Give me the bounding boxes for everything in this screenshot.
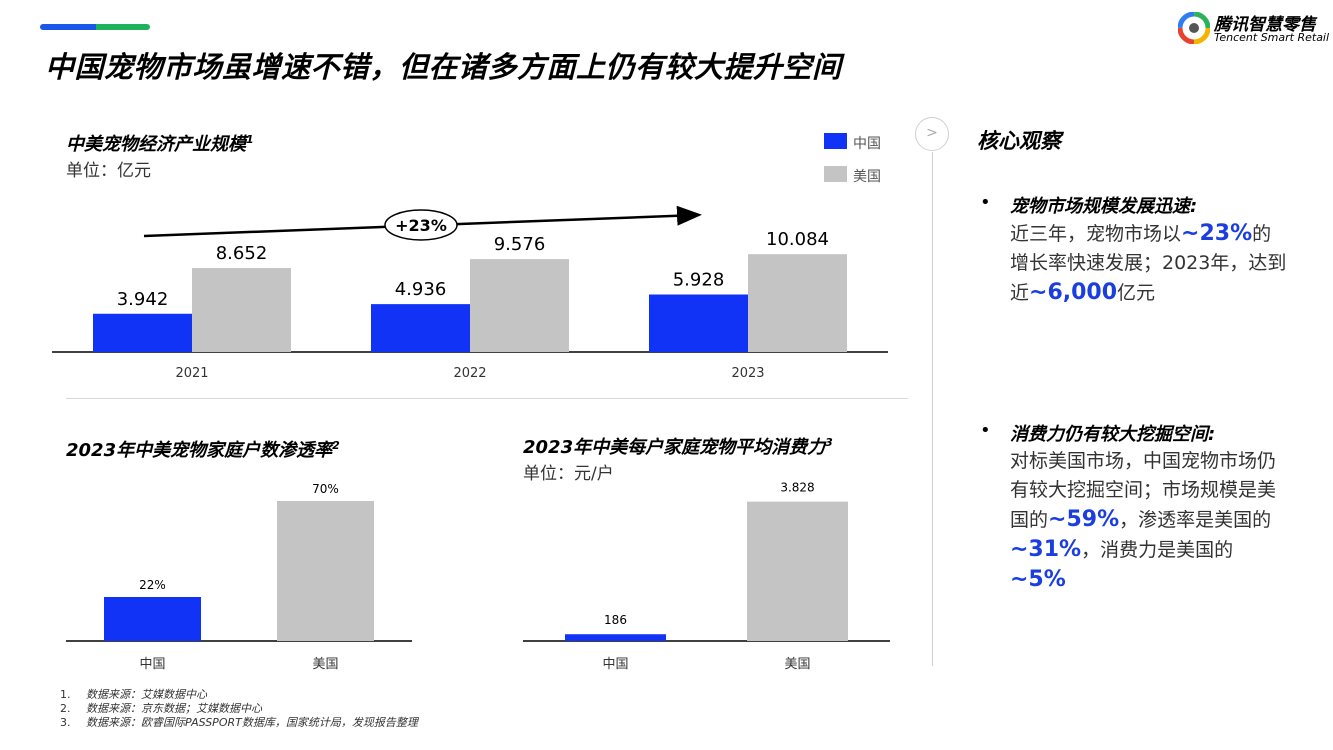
- chart1-title-text: 中美宠物经济产业规模: [66, 134, 246, 155]
- bullet-text: ，渗透率是美国的: [1119, 509, 1272, 531]
- logo-text-cn: 腾讯智慧零售: [1214, 15, 1316, 35]
- bullet-dot: •: [980, 192, 991, 213]
- bullet-text: 亿元: [1117, 282, 1156, 304]
- bar-china: [649, 294, 748, 352]
- footnotes: 1. 数据来源：艾媒数据中心 2. 数据来源：京东数据；艾媒数据中心 3. 数据来源：…: [60, 686, 418, 729]
- chevron-right-icon: >: [926, 125, 938, 141]
- bullet-text: 近三年，宠物市场以: [1010, 223, 1182, 245]
- data-label: 4.936: [395, 279, 447, 300]
- page-title: 中国宠物市场虽增速不错，但在诸多方面上仍有较大提升空间: [45, 50, 842, 84]
- bullet-text: 的增长率快速发展；2023年，达到近: [1010, 223, 1287, 304]
- logo-icon: [1178, 12, 1210, 44]
- data-label: 10.084: [766, 229, 829, 250]
- chart1-title-sup: 1: [246, 133, 254, 146]
- data-label: 5.928: [673, 269, 725, 290]
- bar-usa: [748, 254, 847, 352]
- accent-bar-blue: [40, 24, 96, 30]
- chart2-title-sup: 2: [332, 439, 340, 452]
- bar-china: [371, 304, 470, 352]
- bullet-highlight: ~59%: [1048, 507, 1120, 532]
- bullet-title: 宠物市场规模发展迅速:: [1010, 196, 1198, 217]
- x-tick-label: 2021: [175, 366, 208, 381]
- chart3-title-sup: 3: [825, 436, 833, 449]
- footnote-num: 3.: [60, 716, 71, 729]
- chart1-title: 中美宠物经济产业规模1: [66, 130, 254, 156]
- footnote-num: 2.: [60, 702, 71, 715]
- chart3-unit: 单位：元/户: [523, 464, 614, 484]
- bullet-title: 消费力仍有较大挖掘空间:: [1010, 424, 1216, 445]
- panel-divider-line: [932, 152, 933, 666]
- chart3-title: 2023年中美每户家庭宠物平均消费力3: [523, 433, 833, 459]
- footnote: 3. 数据来源：欧睿国际PASSPORT数据库，国家统计局，发现报告整理: [60, 714, 418, 729]
- footnote: 1. 数据来源：艾媒数据中心: [60, 686, 418, 701]
- x-tick-label: 2023: [731, 366, 764, 381]
- panel-arrow-button[interactable]: >: [915, 117, 949, 151]
- bullet-body: 近三年，宠物市场以~23%的增长率快速发展；2023年，达到近~6,000亿元: [1010, 219, 1290, 308]
- chart3-title-text: 2023年中美每户家庭宠物平均消费力: [523, 437, 826, 458]
- accent-bar-green: [96, 24, 150, 30]
- legend-swatch-usa: [824, 166, 847, 182]
- footnote: 2. 数据来源：京东数据；艾媒数据中心: [60, 700, 418, 715]
- footnote-num: 1.: [60, 688, 71, 701]
- footnote-text: 数据来源：欧睿国际PASSPORT数据库，国家统计局，发现报告整理: [86, 716, 418, 729]
- insights-heading: 核心观察: [977, 129, 1061, 153]
- x-tick-label: 2022: [453, 366, 486, 381]
- bullet-text: 对标美国市场，中国宠物市场仍有较大挖掘空间；市场规模是美国的: [1010, 450, 1277, 531]
- footnote-text: 数据来源：艾媒数据中心: [86, 688, 207, 701]
- bar-usa: [192, 268, 291, 352]
- bar-china: [93, 313, 192, 352]
- bullet-text: ，消费力是美国的: [1081, 539, 1234, 561]
- bullet-body: 对标美国市场，中国宠物市场仍有较大挖掘空间；市场规模是美国的~59%，渗透率是美…: [1010, 447, 1285, 595]
- chart1-unit: 单位：亿元: [66, 161, 151, 181]
- bar-usa: [470, 259, 569, 352]
- footnote-text: 数据来源：京东数据；艾媒数据中心: [86, 702, 262, 715]
- data-label: 9.576: [494, 234, 546, 255]
- data-label: 8.652: [216, 243, 268, 264]
- data-label: 3.942: [117, 289, 169, 310]
- logo-text-en: Tencent Smart Retail: [1214, 31, 1330, 44]
- bullet-highlight: ~5%: [1010, 567, 1066, 592]
- tencent-logo: 腾讯智慧零售 Tencent Smart Retail: [1178, 10, 1330, 46]
- growth-badge: [384, 209, 458, 241]
- legend-swatch-china: [824, 133, 847, 149]
- legend-label-usa: 美国: [853, 169, 881, 185]
- bullet-dot: •: [980, 420, 991, 441]
- bullet-highlight: ~31%: [1010, 537, 1082, 562]
- bullet-highlight: ~23%: [1181, 221, 1253, 246]
- chart2-title: 2023年中美宠物家庭户数渗透率2: [66, 436, 340, 462]
- bullet-highlight: ~6,000: [1029, 280, 1118, 305]
- chart-divider: [66, 398, 908, 399]
- legend-label-china: 中国: [853, 136, 881, 152]
- chart2-title-text: 2023年中美宠物家庭户数渗透率: [66, 440, 333, 461]
- growth-label: +23%: [395, 216, 447, 235]
